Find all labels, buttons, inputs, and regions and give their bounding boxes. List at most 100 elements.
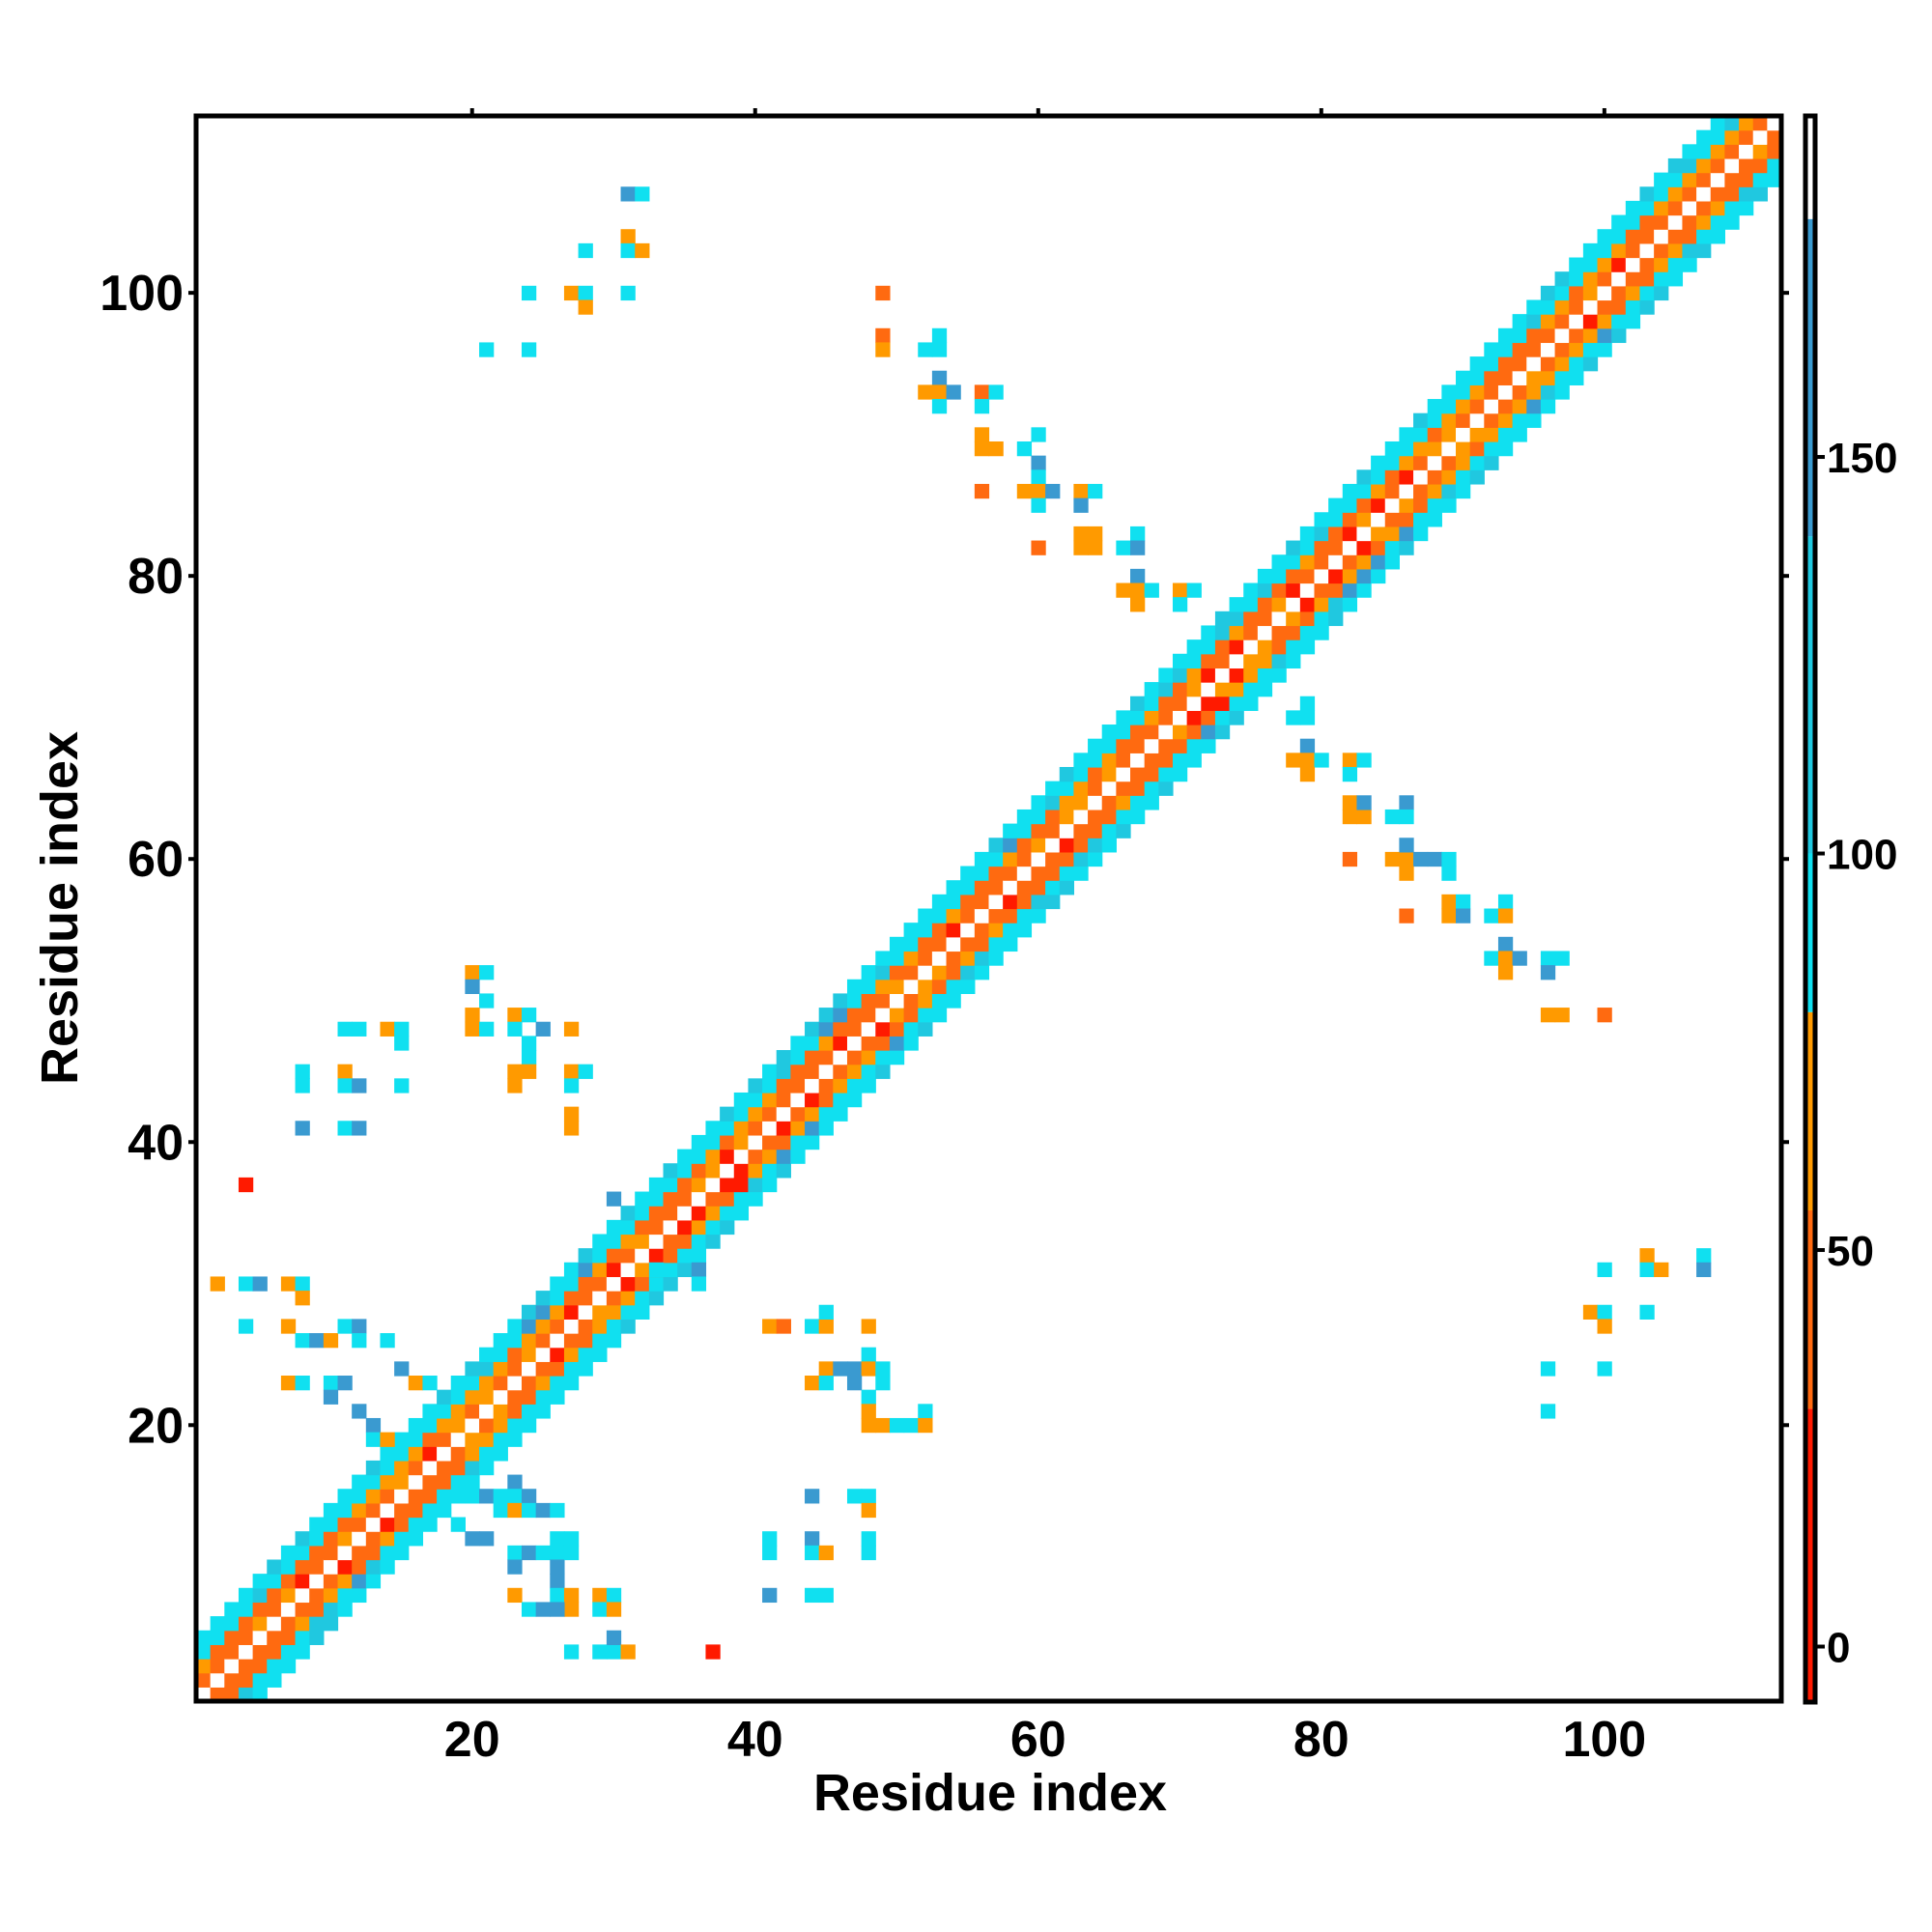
heatmap-cell [1413,512,1429,527]
heatmap-cell [1059,880,1075,895]
heatmap-cell [606,1291,622,1306]
heatmap-cell [1526,299,1542,315]
heatmap-cell [1767,157,1782,174]
heatmap-cell [846,1078,863,1094]
heatmap-cell [352,1333,367,1349]
heatmap-cell [1016,894,1033,910]
heatmap-cell [380,1432,395,1447]
heatmap-cell [1399,526,1414,542]
heatmap-cell [1229,625,1244,640]
heatmap-cell [1569,370,1584,385]
heatmap-cell [1342,483,1358,499]
heatmap-cell [705,1191,721,1207]
heatmap-cell [861,1361,876,1377]
heatmap-cell [1413,851,1429,867]
heatmap-cell [705,1163,721,1179]
heatmap-cell [550,1389,565,1405]
heatmap-cell [1512,384,1527,400]
heatmap-cell [776,1319,791,1334]
heatmap-cell [960,866,976,881]
heatmap-cell [196,1630,212,1645]
heatmap-cell [1299,625,1316,640]
heatmap-cell [1328,568,1344,584]
heatmap-cell [974,440,990,457]
heatmap-cell [592,1291,608,1306]
heatmap-cell [1243,668,1259,683]
heatmap-cell [648,1248,665,1264]
heatmap-cell [833,1021,848,1037]
heatmap-cell [931,993,948,1009]
heatmap-cell [1101,838,1117,853]
heatmap-cell [238,1644,254,1660]
heatmap-cell [875,1361,891,1377]
heatmap-cell [1088,838,1103,853]
heatmap-cell [437,1432,452,1447]
heatmap-cell [450,1376,466,1391]
heatmap-cell [1512,412,1527,428]
heatmap-cell [1271,639,1287,655]
heatmap-cell [903,993,919,1009]
heatmap-cell [903,1417,919,1434]
heatmap-cell [620,1319,636,1334]
heatmap-cell [1314,611,1329,627]
heatmap-cell [252,1644,268,1660]
heatmap-cell [918,1021,933,1037]
heatmap-cell [1497,327,1514,344]
heatmap-cell [1186,668,1202,683]
heatmap-cell [1469,399,1485,414]
heatmap-cell [1413,455,1429,470]
heatmap-cell [1526,384,1542,400]
x-axis: 20 40 60 80 100 [444,108,1646,1768]
heatmap-cell [210,1672,225,1688]
heatmap-cell [903,1008,919,1023]
heatmap-cell [238,1587,254,1604]
heatmap-cell [309,1545,325,1561]
heatmap-cell [1569,342,1584,357]
heatmap-cell [238,1276,254,1292]
heatmap-cell [960,936,976,952]
heatmap-cell [210,1616,225,1632]
heatmap-cell [592,1234,608,1249]
heatmap-cell [776,1149,791,1164]
heatmap-cell [1597,342,1612,357]
heatmap-cell [1582,257,1599,272]
heatmap-cell [1710,186,1725,202]
heatmap-cell [1314,753,1329,768]
heatmap-cell [606,1319,622,1334]
heatmap-cell [1441,908,1457,923]
colorbar-segment [1805,853,1815,1012]
heatmap-cell [691,1134,707,1151]
heatmap-cell [210,1276,225,1292]
heatmap-cell [1639,1304,1655,1320]
heatmap-cell [1767,144,1782,159]
heatmap-cell [861,1502,876,1519]
heatmap-cell [1582,342,1599,357]
heatmap-cell [507,1545,523,1561]
heatmap-cell [1512,370,1527,385]
heatmap-cell [1299,738,1316,753]
heatmap-cell [479,1021,495,1037]
heatmap-cell [1427,440,1442,457]
heatmap-cell [762,1545,778,1561]
heatmap-cell [1484,384,1499,400]
heatmap-cell [365,1559,382,1575]
heatmap-cell [493,1347,508,1362]
heatmap-cell [337,1502,353,1519]
heatmap-cell [720,1177,735,1193]
heatmap-cell [337,1064,353,1079]
heatmap-cell [252,1659,268,1674]
heatmap-cell [1512,356,1527,372]
heatmap-cell [1611,327,1627,344]
heatmap-cell [479,1347,495,1362]
heatmap-cell [224,1630,240,1645]
heatmap-cell [592,1347,608,1362]
heatmap-cell [720,1191,735,1207]
heatmap-cell [592,1262,608,1278]
heatmap-cell [1286,653,1301,669]
heatmap-cell [691,1206,707,1221]
heatmap-cell [903,951,919,966]
heatmap-cell [1682,144,1697,159]
heatmap-cell [889,1008,905,1023]
heatmap-cell [805,1092,820,1108]
heatmap-cell [507,1319,523,1334]
